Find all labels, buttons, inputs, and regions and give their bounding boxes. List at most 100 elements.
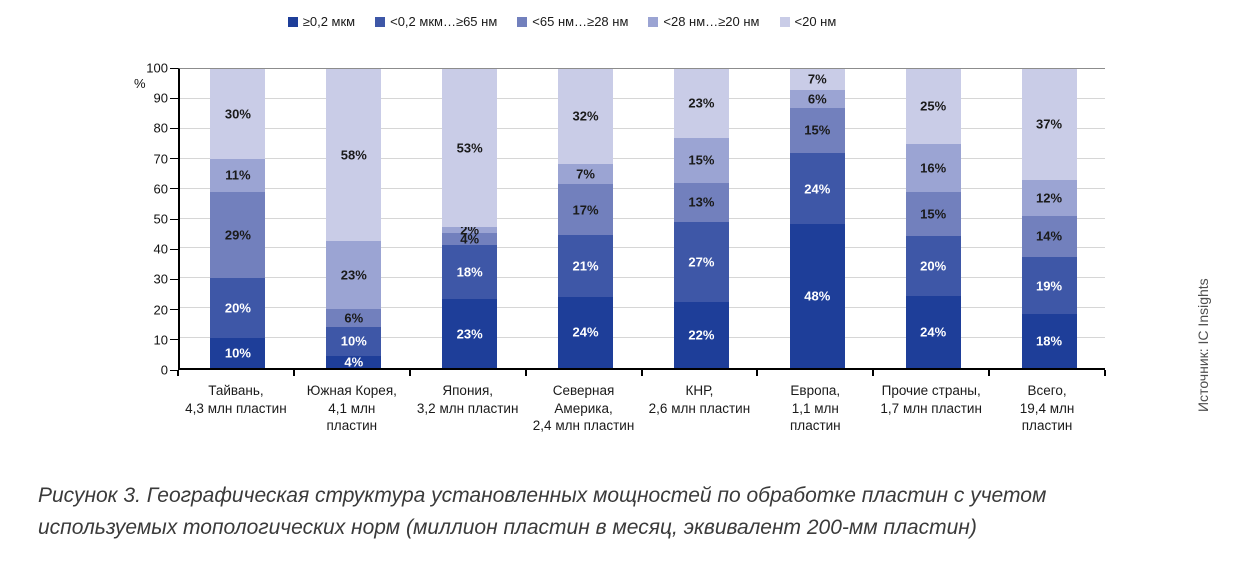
stacked-bar-3: 24% 21% 17% 7% 32%	[558, 69, 614, 368]
x-tick-mark	[872, 370, 875, 376]
y-tick-label: 0	[160, 362, 168, 378]
bar-segment-value: 32%	[572, 108, 599, 124]
bar-segment-value: 7%	[807, 71, 827, 87]
x-axis-category-labels: Тайвань, 4,3 млн пластин Южная Корея, 4,1…	[178, 382, 1105, 435]
plot-area: 10% 20% 29% 11% 30% 4% 10% 6% 23% 58% 23% 18% 4% 2% 53…	[178, 68, 1105, 370]
bar-segment: 48%	[789, 224, 845, 368]
y-axis-tick-labels: 0 10 20 30 40 50 60 70 80 90 100	[120, 61, 168, 378]
bar-segment-value: 11%	[225, 167, 251, 183]
stacked-bar-6: 24% 20% 15% 16% 25%	[905, 69, 961, 368]
gridline	[180, 277, 1105, 279]
bar-segment: 32%	[558, 69, 614, 164]
bar-segment: 4%	[326, 354, 382, 370]
bar-segment-value: 12%	[1036, 190, 1063, 206]
y-tick-mark	[170, 97, 178, 99]
bar-segment-value: 4%	[344, 354, 364, 370]
legend-label: <65 нм…≥28 нм	[532, 14, 629, 29]
y-tick-label: 30	[153, 271, 168, 287]
stacked-bar-1: 4% 10% 6% 23% 58%	[326, 69, 382, 370]
bar-segment: 20%	[210, 278, 266, 339]
bar-segment-value: 48%	[804, 288, 831, 304]
gridline	[180, 157, 1105, 159]
bar-segment: 10%	[210, 338, 266, 368]
bar-segment-value: 29%	[224, 227, 251, 243]
bar-segment: 13%	[673, 182, 729, 222]
bar-segment: 53%	[442, 69, 498, 228]
bar-segment: 24%	[905, 296, 961, 368]
y-tick-mark	[170, 67, 178, 69]
bar-segment: 12%	[1021, 179, 1077, 216]
y-tick-label: 90	[153, 90, 168, 106]
bar-segment: 21%	[558, 234, 614, 297]
x-tick-mark	[524, 370, 527, 376]
bar-segment-value: 14%	[1036, 228, 1063, 244]
y-tick-label: 70	[153, 151, 168, 167]
figure-caption: Рисунок 3. Географическая структура уста…	[38, 484, 1047, 539]
legend-label: <20 нм	[794, 14, 837, 29]
gridline	[180, 187, 1105, 189]
x-category-label-4: КНР, 2,6 млн пластин	[648, 383, 751, 416]
bar-segment: 11%	[210, 158, 266, 192]
y-tick-label: 100	[146, 60, 168, 76]
x-category-label-2: Япония, 3,2 млн пластин	[416, 383, 519, 416]
bar-segment: 15%	[905, 191, 961, 237]
gridline	[180, 127, 1105, 129]
x-tick-mark	[640, 370, 643, 376]
bar-segment: 30%	[210, 69, 266, 159]
stacked-bar-2: 23% 18% 4% 2% 53%	[442, 69, 498, 368]
bar-segment-value: 10%	[224, 345, 251, 361]
legend-swatch-icon	[648, 16, 659, 27]
y-tick-mark	[170, 248, 178, 250]
legend-label: <0,2 мкм…≥65 нм	[390, 14, 498, 29]
legend-item-2: <65 нм…≥28 нм	[517, 14, 628, 29]
bar-segment-value: 27%	[688, 254, 715, 270]
y-tick-label: 80	[153, 120, 168, 136]
y-tick-mark	[170, 188, 178, 190]
y-axis-tick-marks	[170, 67, 178, 371]
bar-segment-value: 16%	[920, 160, 947, 176]
y-tick-mark	[170, 218, 178, 220]
x-tick-mark	[756, 370, 759, 376]
bar-segment-value: 17%	[572, 202, 599, 218]
stacked-bar-5: 48% 24% 15% 6% 7%	[789, 69, 845, 368]
bar-segment-value: 25%	[920, 98, 947, 114]
y-tick-label: 10	[153, 332, 168, 348]
bar-segment-value: 15%	[920, 206, 947, 222]
bar-segment-value: 19%	[1036, 278, 1063, 294]
bar-segment-value: 4%	[460, 231, 480, 247]
gridline	[180, 97, 1105, 99]
bar-segment-value: 58%	[340, 147, 367, 163]
bar-segment-value: 24%	[572, 324, 599, 340]
bar-segment-value: 23%	[688, 95, 715, 111]
bar-segment-value: 15%	[804, 122, 831, 138]
bar-segment: 6%	[326, 308, 382, 327]
bar-segment: 15%	[789, 107, 845, 153]
legend-swatch-icon	[517, 16, 528, 27]
bar-segment: 20%	[905, 236, 961, 297]
bar-segment: 23%	[673, 69, 729, 138]
stacked-bar-7: 18% 19% 14% 12% 37%	[1021, 69, 1077, 368]
y-tick-mark	[170, 309, 178, 311]
bar-segment: 18%	[1021, 314, 1077, 368]
bar-segment: 10%	[326, 326, 382, 357]
bar-segment-value: 10%	[340, 333, 367, 349]
bar-segment-value: 22%	[688, 327, 715, 343]
bar-segment: 14%	[1021, 215, 1077, 258]
y-tick-mark	[170, 369, 178, 371]
y-tick-label: 40	[153, 241, 168, 257]
gridline	[180, 307, 1105, 309]
x-category-label-3: Северная Америка, 2,4 млн пластин	[532, 383, 635, 434]
bar-segment: 7%	[789, 69, 845, 90]
bar-segment-value: 18%	[456, 264, 483, 280]
gridline	[180, 217, 1105, 219]
bar-segment-value: 53%	[456, 140, 483, 156]
bar-segment: 37%	[1021, 69, 1077, 180]
x-category-label-7: Всего, 19,4 млн пластин	[1019, 383, 1075, 434]
bar-segment: 29%	[210, 191, 266, 279]
bar-segment-value: 6%	[344, 310, 364, 326]
y-tick-mark	[170, 339, 178, 341]
bar-segment-value: 18%	[1036, 333, 1063, 349]
legend-swatch-icon	[779, 16, 790, 27]
bar-segment-value: 23%	[456, 326, 483, 342]
x-category-label-1: Южная Корея, 4,1 млн пластин	[306, 383, 397, 434]
